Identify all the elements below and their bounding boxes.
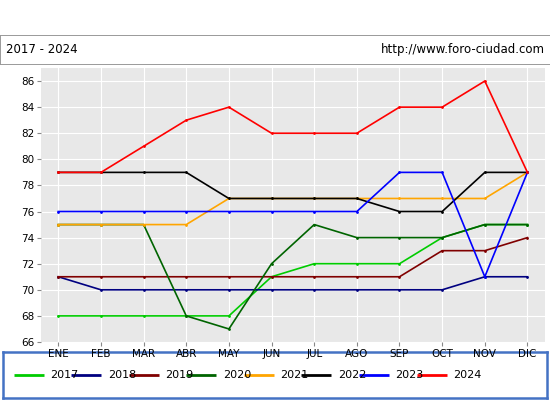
Text: Evolucion num de emigrantes en Deza: Evolucion num de emigrantes en Deza <box>127 10 423 25</box>
Text: 2019: 2019 <box>165 370 194 380</box>
Text: 2020: 2020 <box>223 370 251 380</box>
Text: 2023: 2023 <box>395 370 424 380</box>
Text: 2017: 2017 <box>50 370 78 380</box>
Text: 2022: 2022 <box>338 370 366 380</box>
Text: 2017 - 2024: 2017 - 2024 <box>6 43 77 56</box>
Text: 2018: 2018 <box>108 370 136 380</box>
Text: 2024: 2024 <box>453 370 481 380</box>
Text: 2021: 2021 <box>280 370 309 380</box>
Text: http://www.foro-ciudad.com: http://www.foro-ciudad.com <box>381 43 544 56</box>
